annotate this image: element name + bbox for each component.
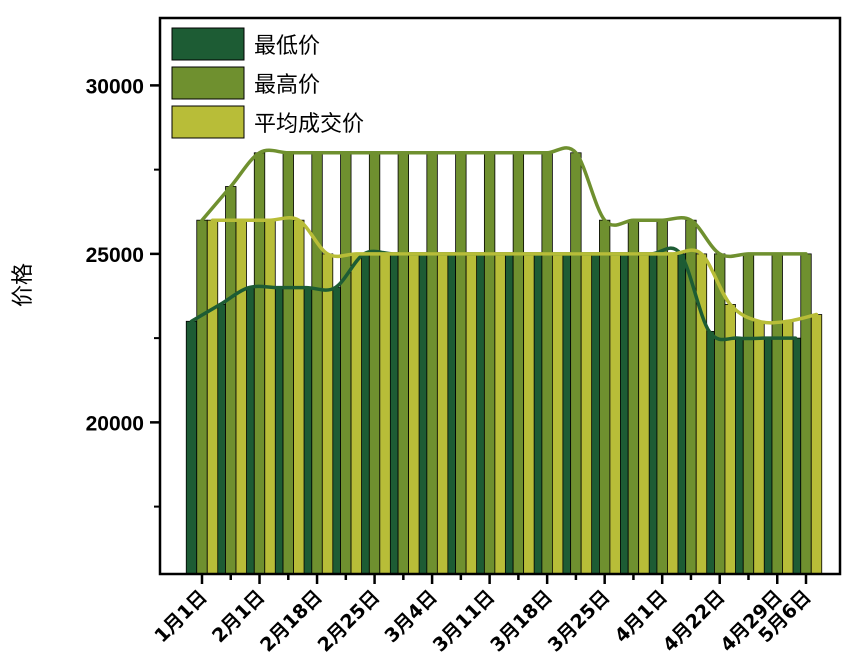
y-tick-label-0: 20000 — [86, 412, 144, 435]
bar-s2-8 — [436, 253, 449, 575]
bar-s1-14 — [599, 219, 611, 575]
bar-s2-0 — [206, 219, 219, 575]
bars-layer — [185, 152, 823, 575]
bar-s0-0 — [185, 320, 198, 575]
legend-swatch-highest — [171, 66, 245, 100]
legend-swatch-average — [171, 105, 245, 139]
bar-s2-19 — [753, 320, 765, 575]
trend-lines-layer — [189, 146, 819, 342]
legend-label-average: 平均成交价 — [254, 112, 364, 137]
bar-s1-10 — [483, 152, 496, 575]
x-tick-label-7: 3月25日 — [544, 586, 614, 656]
bar-s1-12 — [541, 152, 553, 575]
legend: 最低价 最高价 平均成交价 — [163, 22, 419, 142]
bar-s1-1 — [225, 186, 237, 575]
bar-s2-9 — [465, 253, 478, 575]
bar-s2-4 — [321, 253, 334, 575]
bar-s1-20 — [771, 253, 783, 575]
bar-s1-3 — [282, 152, 294, 575]
bar-s1-15 — [627, 219, 640, 575]
bar-s2-7 — [408, 253, 420, 575]
bar-s1-18 — [714, 253, 726, 575]
bar-s2-3 — [293, 219, 305, 575]
trend-line-average — [210, 215, 819, 325]
bar-s1-9 — [455, 152, 467, 575]
bar-s2-14 — [609, 253, 621, 575]
bar-s2-11 — [523, 253, 535, 575]
x-tick-label-2: 2月18日 — [256, 586, 326, 656]
x-tick-label-5: 3月11日 — [429, 586, 499, 656]
bar-s1-6 — [368, 152, 381, 575]
bar-s2-1 — [235, 219, 247, 575]
y-tick-label-1: 25000 — [86, 244, 144, 267]
bar-s1-5 — [340, 152, 352, 575]
plot-frame — [158, 16, 842, 576]
y-tick-label-2: 30000 — [86, 75, 144, 98]
bar-s2-5 — [350, 253, 362, 575]
bar-s1-11 — [512, 152, 525, 575]
bar-s2-18 — [724, 304, 736, 575]
bar-s1-7 — [397, 152, 409, 575]
legend-label-highest: 最高价 — [254, 73, 320, 98]
x-tick-label-6: 3月18日 — [486, 586, 556, 656]
bar-s1-13 — [570, 152, 582, 575]
bar-s1-4 — [311, 152, 323, 575]
bar-s2-20 — [782, 320, 794, 575]
bar-s1-2 — [253, 152, 266, 575]
x-axis: 1月1日2月1日2月18日2月25日3月4日3月11日3月18日3月25日4月1… — [150, 574, 816, 656]
x-tick-label-9: 4月22日 — [659, 586, 729, 656]
bar-s2-13 — [580, 253, 593, 575]
bar-s2-15 — [638, 253, 650, 575]
x-tick-label-0: 1月1日 — [150, 586, 211, 647]
bar-s2-21 — [810, 314, 823, 575]
bar-s1-8 — [426, 152, 438, 575]
bar-s2-12 — [551, 253, 564, 575]
bar-s2-2 — [264, 219, 276, 575]
bar-s1-19 — [742, 253, 755, 575]
bar-s2-6 — [379, 253, 391, 575]
bar-s1-0 — [196, 219, 208, 575]
bar-s2-16 — [667, 253, 679, 575]
legend-label-lowest: 最低价 — [254, 34, 320, 59]
y-axis: 20000 25000 30000 — [86, 75, 160, 508]
trend-line-highest — [200, 146, 808, 259]
y-axis-title: 价格 — [11, 263, 36, 307]
bar-s1-21 — [800, 253, 812, 575]
bar-s2-10 — [494, 253, 506, 575]
bar-s1-16 — [656, 219, 668, 575]
legend-swatch-lowest — [171, 27, 245, 61]
x-tick-label-3: 2月25日 — [314, 586, 384, 656]
